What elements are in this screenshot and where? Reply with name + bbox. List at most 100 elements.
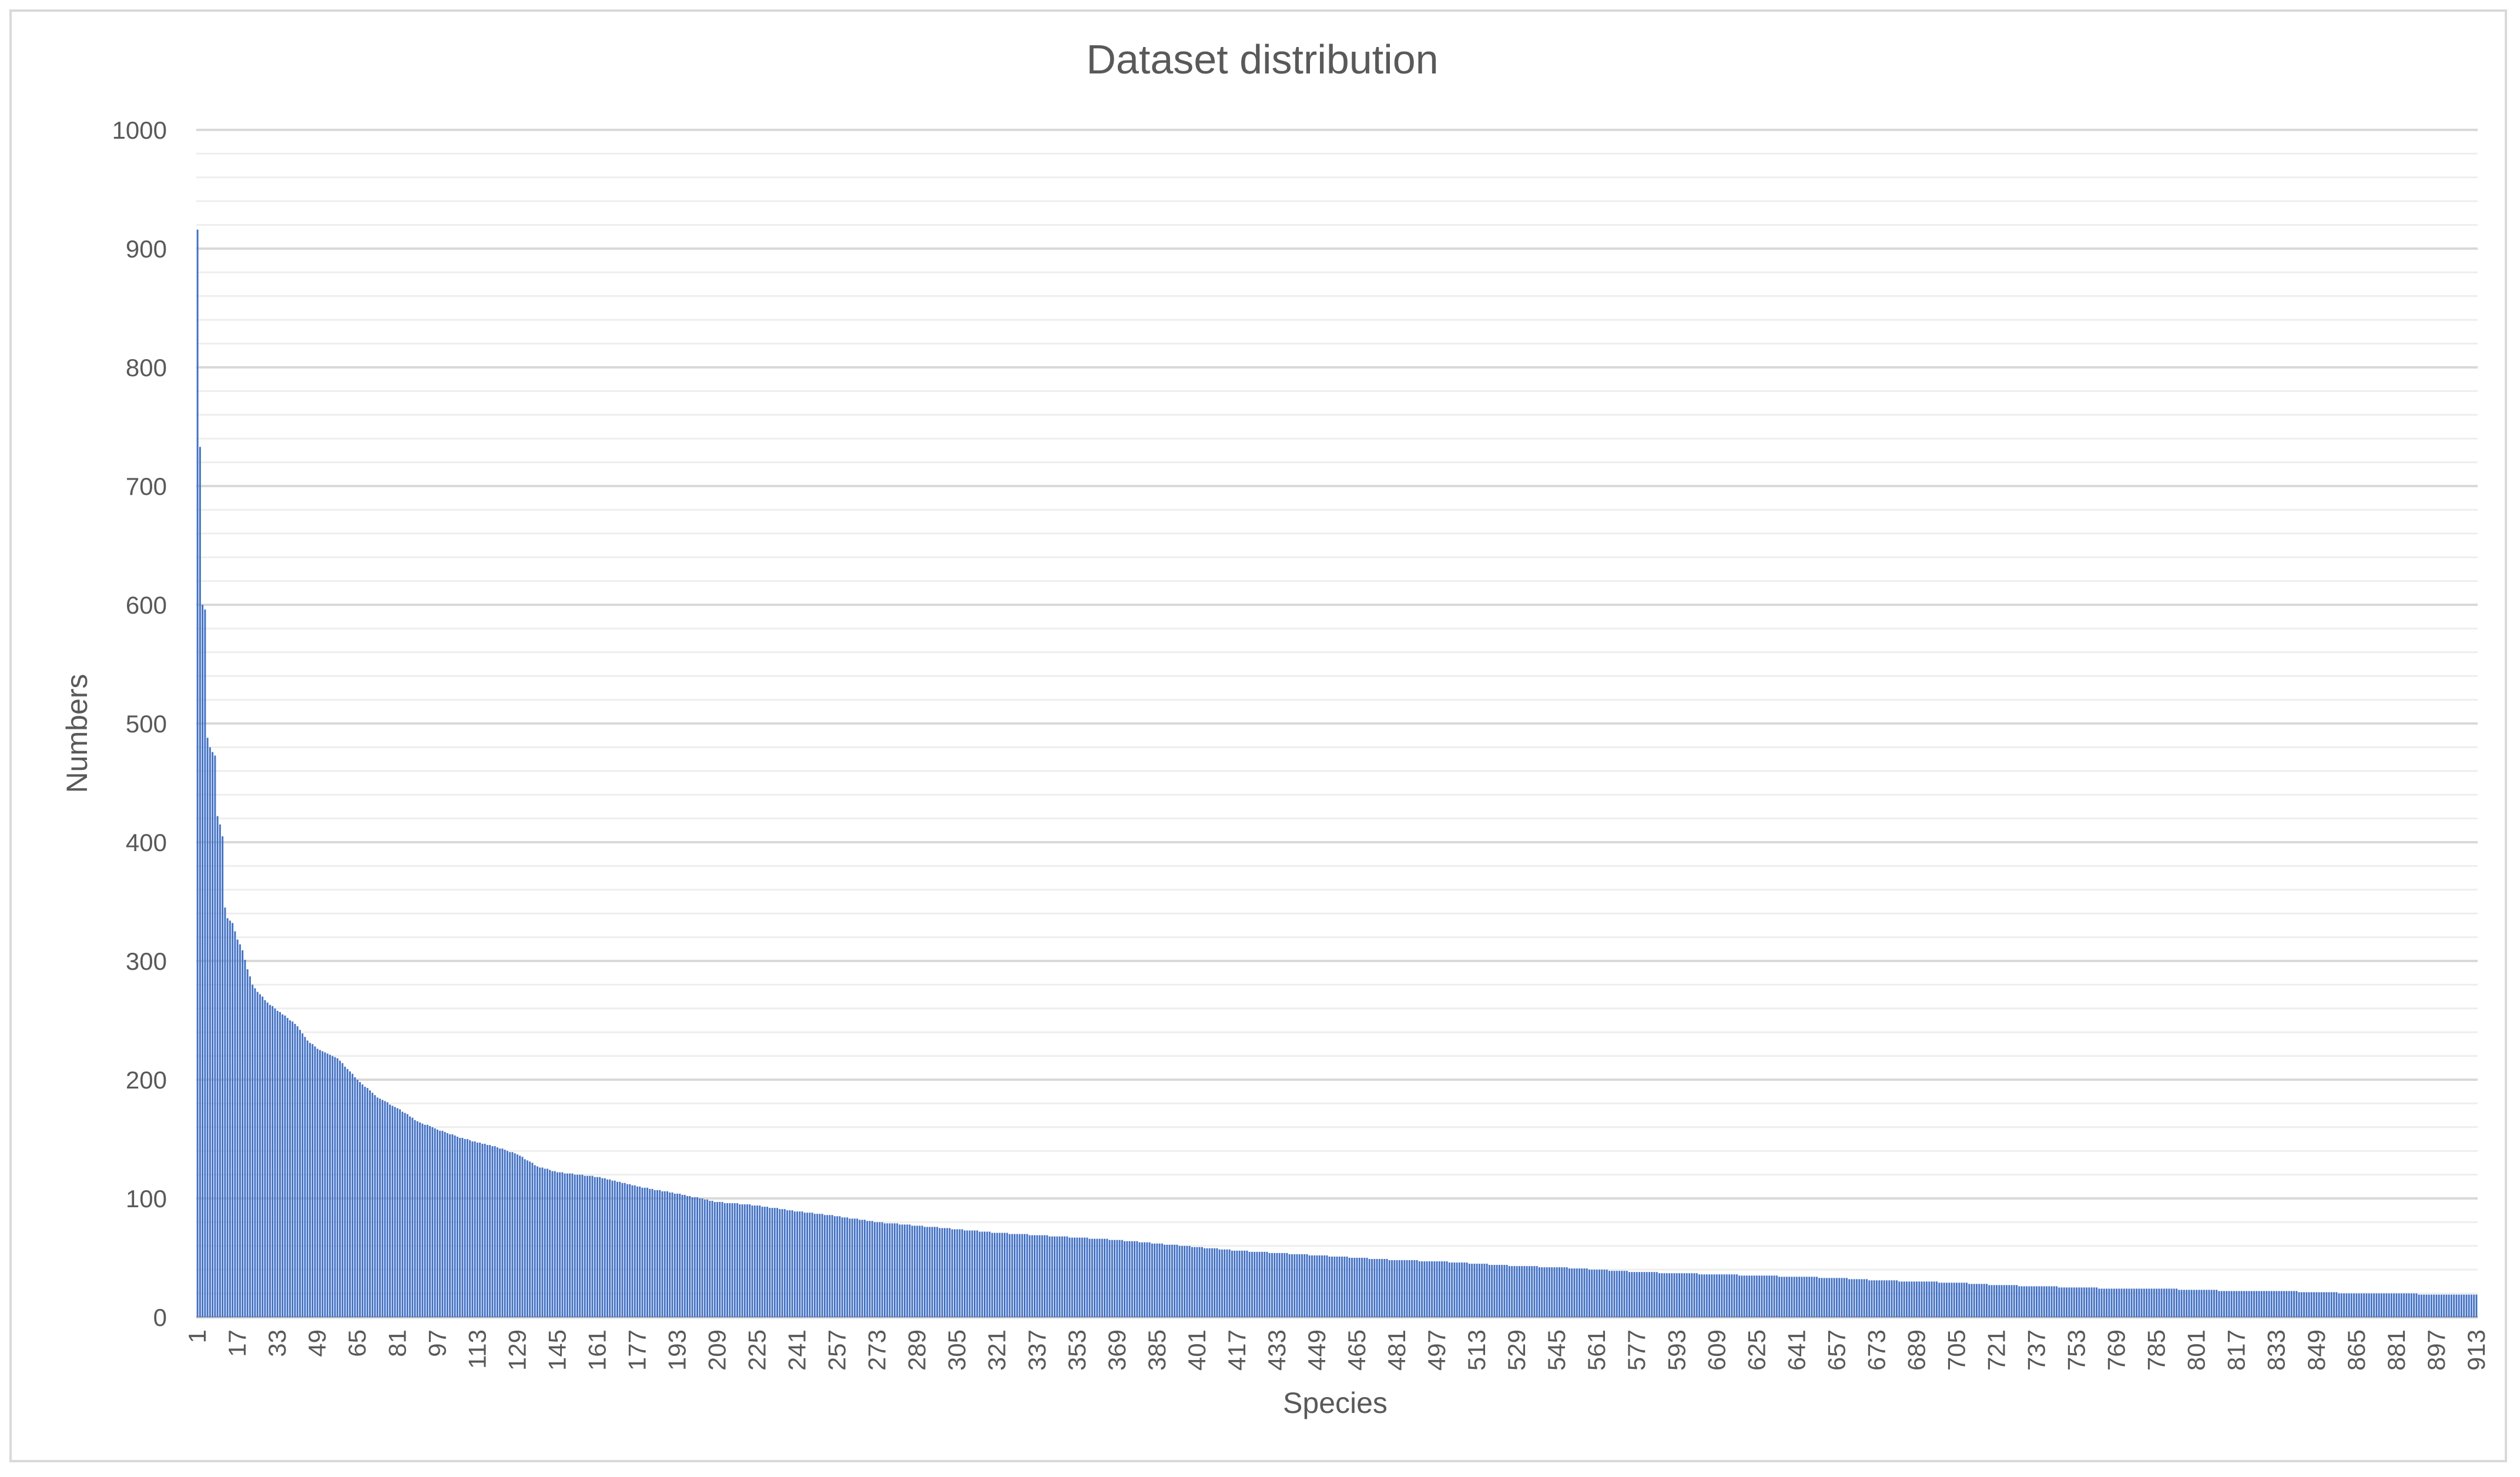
bar bbox=[1898, 1281, 1901, 1317]
bar bbox=[2213, 1290, 2215, 1317]
x-tick-label: 417 bbox=[1223, 1329, 1251, 1371]
bar bbox=[2465, 1294, 2468, 1317]
bar bbox=[1988, 1285, 1990, 1317]
y-tick-label: 0 bbox=[153, 1304, 167, 1331]
bar bbox=[1291, 1254, 1293, 1317]
bar bbox=[1124, 1241, 1126, 1317]
bar bbox=[816, 1214, 819, 1317]
x-tick-label: 209 bbox=[703, 1329, 731, 1371]
bar bbox=[1891, 1280, 1893, 1317]
bar bbox=[1608, 1271, 1610, 1317]
bar bbox=[1274, 1252, 1276, 1317]
bar bbox=[2206, 1290, 2208, 1317]
bar bbox=[496, 1147, 498, 1317]
bar bbox=[1951, 1282, 1953, 1317]
x-tick-label: 625 bbox=[1742, 1329, 1770, 1371]
bar bbox=[416, 1121, 418, 1317]
bar bbox=[314, 1046, 316, 1317]
bar bbox=[222, 836, 224, 1317]
bar bbox=[1146, 1242, 1148, 1317]
bar bbox=[2198, 1290, 2200, 1317]
bar bbox=[2146, 1288, 2148, 1317]
bar bbox=[1386, 1259, 1388, 1317]
bar bbox=[346, 1069, 348, 1317]
bar bbox=[866, 1221, 869, 1317]
bar bbox=[1326, 1255, 1328, 1317]
bar bbox=[1236, 1250, 1238, 1317]
bar bbox=[591, 1175, 594, 1317]
bar bbox=[1378, 1259, 1380, 1317]
bar bbox=[1081, 1237, 1083, 1317]
bar bbox=[2315, 1292, 2318, 1317]
bar bbox=[616, 1181, 618, 1317]
bar bbox=[1598, 1270, 1600, 1317]
x-tick-label: 113 bbox=[463, 1329, 491, 1369]
bar bbox=[1001, 1232, 1003, 1317]
bar bbox=[1861, 1279, 1863, 1317]
bar bbox=[576, 1174, 578, 1317]
bar bbox=[1691, 1273, 1693, 1317]
bar bbox=[1938, 1282, 1941, 1317]
bar bbox=[741, 1204, 743, 1317]
bar bbox=[381, 1100, 384, 1317]
bar bbox=[683, 1194, 686, 1317]
bar bbox=[2338, 1293, 2340, 1317]
bar bbox=[2080, 1287, 2083, 1317]
bar bbox=[466, 1139, 468, 1317]
bar bbox=[1264, 1251, 1266, 1317]
bar bbox=[229, 920, 231, 1317]
bar bbox=[963, 1230, 966, 1317]
bar bbox=[716, 1202, 719, 1317]
bar bbox=[619, 1181, 621, 1317]
bar bbox=[1593, 1270, 1596, 1317]
bar bbox=[2068, 1287, 2070, 1317]
x-tick-label: 353 bbox=[1063, 1329, 1091, 1371]
bar bbox=[1683, 1273, 1685, 1317]
bar bbox=[1638, 1272, 1640, 1317]
bar bbox=[1446, 1261, 1448, 1317]
x-tick-label: 481 bbox=[1383, 1329, 1410, 1371]
bar bbox=[419, 1122, 421, 1317]
bar bbox=[1973, 1284, 1975, 1317]
bar bbox=[1531, 1266, 1533, 1317]
bar bbox=[969, 1230, 971, 1317]
bar bbox=[1893, 1280, 1895, 1317]
bar bbox=[986, 1231, 988, 1317]
bar bbox=[274, 1008, 276, 1317]
bar bbox=[2393, 1293, 2395, 1317]
bar bbox=[1138, 1242, 1141, 1317]
bar bbox=[673, 1193, 676, 1317]
bar bbox=[2473, 1294, 2475, 1317]
x-axis-title: Species bbox=[1283, 1386, 1388, 1419]
x-tick-label: 81 bbox=[383, 1329, 411, 1357]
bar bbox=[1048, 1236, 1051, 1317]
bar bbox=[319, 1050, 321, 1317]
bar bbox=[973, 1230, 976, 1317]
bar bbox=[2290, 1291, 2293, 1317]
bar bbox=[1266, 1251, 1268, 1317]
bar bbox=[2096, 1287, 2098, 1317]
x-tick-label: 449 bbox=[1303, 1329, 1331, 1371]
bar bbox=[631, 1185, 634, 1317]
bar bbox=[2448, 1294, 2450, 1317]
bar bbox=[2443, 1294, 2445, 1317]
bar bbox=[709, 1201, 711, 1317]
bar bbox=[1808, 1277, 1811, 1317]
x-tick-label: 545 bbox=[1543, 1329, 1570, 1371]
bar bbox=[456, 1136, 458, 1317]
bar bbox=[2450, 1294, 2452, 1317]
bar bbox=[321, 1051, 324, 1317]
bar bbox=[2460, 1294, 2462, 1317]
bar bbox=[2405, 1293, 2408, 1317]
bar bbox=[1881, 1280, 1883, 1317]
bar bbox=[1284, 1252, 1286, 1317]
x-tick-label: 865 bbox=[2343, 1329, 2370, 1371]
bar bbox=[1396, 1260, 1398, 1317]
bar bbox=[821, 1214, 823, 1317]
bar bbox=[1663, 1273, 1666, 1317]
bar bbox=[1271, 1252, 1273, 1317]
bar bbox=[1076, 1237, 1078, 1317]
y-tick-label: 900 bbox=[126, 235, 167, 263]
bar bbox=[2303, 1292, 2305, 1317]
bar bbox=[1471, 1264, 1473, 1317]
